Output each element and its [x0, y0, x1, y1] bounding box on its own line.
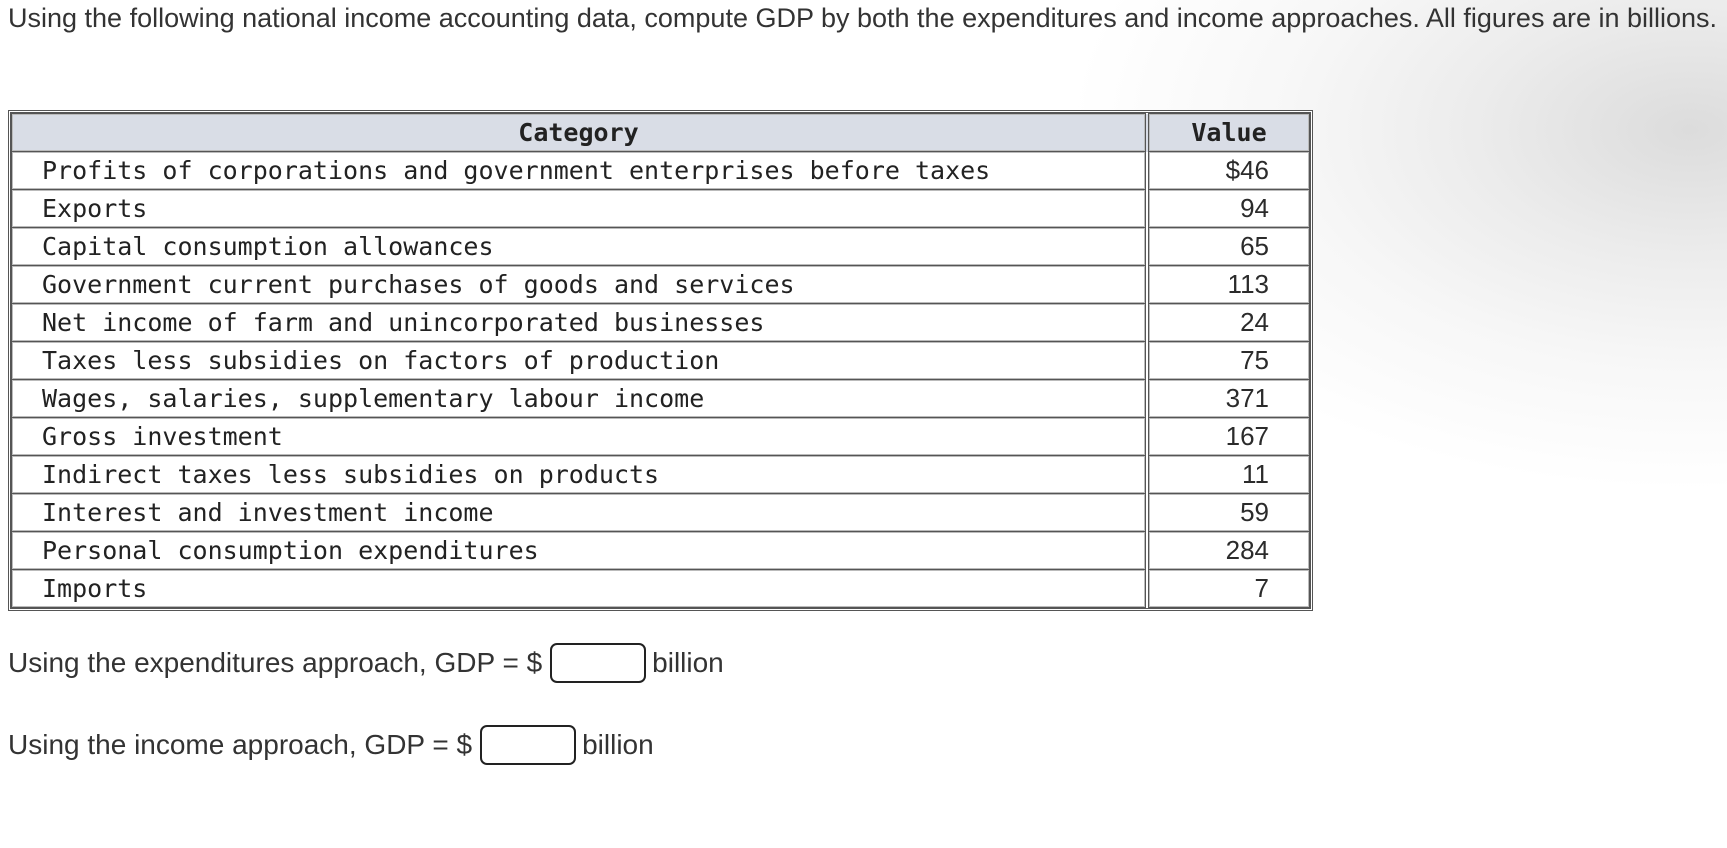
table-row: Personal consumption expenditures 284: [11, 531, 1310, 570]
table-row: Capital consumption allowances 65: [11, 227, 1310, 266]
row-category: Exports: [11, 189, 1148, 228]
income-answer-line: Using the income approach, GDP = $ billi…: [8, 725, 654, 765]
table-row: Taxes less subsidies on factors of produ…: [11, 341, 1310, 380]
row-value: 113: [1145, 265, 1310, 304]
row-category: Taxes less subsidies on factors of produ…: [11, 341, 1148, 380]
row-value: 75: [1145, 341, 1310, 380]
row-category: Profits of corporations and government e…: [11, 151, 1148, 190]
table-row: Gross investment 167: [11, 417, 1310, 456]
table-row: Indirect taxes less subsidies on product…: [11, 455, 1310, 494]
table-row: Imports 7: [11, 569, 1310, 608]
table-header-row: Category Value: [11, 113, 1310, 152]
income-unit: billion: [582, 729, 654, 760]
expenditures-prompt: Using the expenditures approach, GDP = $: [8, 647, 543, 678]
row-category: Indirect taxes less subsidies on product…: [11, 455, 1148, 494]
row-value: 167: [1145, 417, 1310, 456]
row-value: 94: [1145, 189, 1310, 228]
row-value: 24: [1145, 303, 1310, 342]
table-row: Net income of farm and unincorporated bu…: [11, 303, 1310, 342]
table-row: Government current purchases of goods an…: [11, 265, 1310, 304]
row-value: 284: [1145, 531, 1310, 570]
expenditures-answer-line: Using the expenditures approach, GDP = $…: [8, 643, 724, 683]
question-text: Using the following national income acco…: [8, 3, 1718, 33]
row-category: Net income of farm and unincorporated bu…: [11, 303, 1148, 342]
row-category: Capital consumption allowances: [11, 227, 1148, 266]
row-category: Personal consumption expenditures: [11, 531, 1148, 570]
table-row: Wages, salaries, supplementary labour in…: [11, 379, 1310, 418]
row-category: Government current purchases of goods an…: [11, 265, 1148, 304]
row-value: 59: [1145, 493, 1310, 532]
category-header: Category: [11, 113, 1148, 152]
value-header: Value: [1145, 113, 1310, 152]
income-gdp-input[interactable]: [480, 725, 577, 765]
data-table: Category Value Profits of corporations a…: [8, 110, 1313, 611]
row-value: 11: [1145, 455, 1310, 494]
table-row: Exports 94: [11, 189, 1310, 228]
row-category: Imports: [11, 569, 1148, 608]
row-value: $46: [1145, 151, 1310, 190]
table-row: Interest and investment income 59: [11, 493, 1310, 532]
row-value: 65: [1145, 227, 1310, 266]
expenditures-gdp-input[interactable]: [550, 643, 647, 683]
row-category: Interest and investment income: [11, 493, 1148, 532]
row-category: Wages, salaries, supplementary labour in…: [11, 379, 1148, 418]
expenditures-unit: billion: [652, 647, 724, 678]
row-value: 371: [1145, 379, 1310, 418]
row-category: Gross investment: [11, 417, 1148, 456]
row-value: 7: [1145, 569, 1310, 608]
income-prompt: Using the income approach, GDP = $: [8, 729, 473, 760]
table-row: Profits of corporations and government e…: [11, 151, 1310, 190]
